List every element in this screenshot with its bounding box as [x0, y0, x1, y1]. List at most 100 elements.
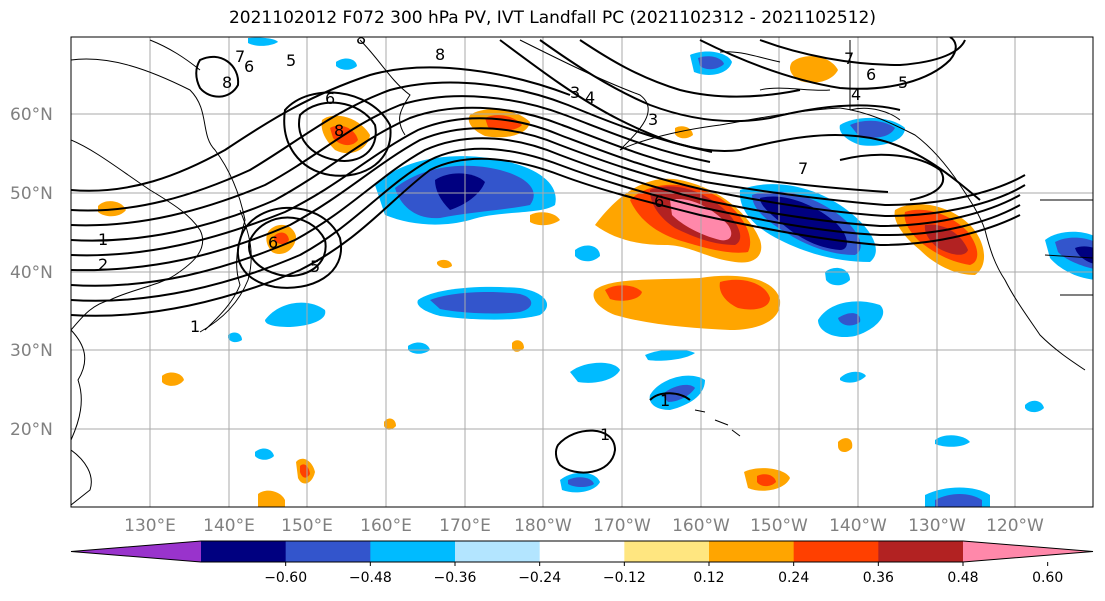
contour-label: 6	[654, 192, 664, 211]
lon-label: 160°E	[360, 516, 412, 536]
contour-label: 3	[648, 110, 658, 129]
positive-anomaly-region	[757, 474, 776, 487]
contour-label: 5	[286, 51, 296, 70]
latitude-labels: 60°N 50°N 40°N 30°N 20°N	[10, 105, 53, 440]
contour-label: 4	[585, 88, 595, 107]
contour-label: 1	[660, 391, 670, 410]
negative-anomaly-region	[760, 196, 847, 250]
colorbar-segment	[201, 541, 287, 562]
negative-anomaly-region	[935, 435, 970, 447]
contour-label: 5	[310, 257, 320, 276]
contour-labels: 8 5 6 8 6 8 7 6 5 4 7 1 2 1 5 6 3 4 3 8 …	[98, 29, 908, 444]
colorbar-tick-label: 0.24	[778, 570, 809, 586]
colorbar-tick-label: −0.60	[264, 570, 307, 586]
contour-label: 1	[98, 230, 108, 249]
positive-anomaly-region	[790, 56, 838, 83]
lon-label: 130°E	[124, 516, 176, 536]
graticule	[71, 37, 1093, 507]
colorbar-segment	[455, 541, 541, 562]
map-title: 2021102012 F072 300 hPa PV, IVT Landfall…	[228, 8, 876, 28]
contour-label: 7	[235, 47, 245, 66]
contour-label: 6	[866, 65, 876, 84]
positive-anomaly-region	[258, 490, 285, 507]
colorbar: −0.60 −0.48 −0.36 −0.24 −0.12 0.12 0.24 0.36 0.4…	[70, 540, 1094, 586]
contour-label: 6	[325, 89, 335, 108]
colorbar-tick-label: −0.36	[434, 570, 477, 586]
negative-anomaly-region	[1075, 246, 1093, 264]
colorbar-segment	[370, 541, 456, 562]
contour-label: 5	[898, 73, 908, 92]
positive-anomaly-region	[437, 259, 452, 269]
lat-label-20n: 20°N	[10, 420, 53, 440]
lat-label-50n: 50°N	[10, 184, 53, 204]
colorbar-tick-label: 0.60	[1032, 570, 1063, 586]
negative-anomaly-region	[568, 477, 594, 487]
negative-anomaly-region	[698, 56, 724, 70]
longitude-labels: 130°E 140°E 150°E 160°E 170°E 180°W 170°…	[124, 516, 1044, 536]
positive-anomaly-region	[675, 126, 693, 139]
negative-anomaly-region	[645, 349, 695, 361]
contour-label: 1	[600, 425, 610, 444]
lon-label: 150°E	[281, 516, 333, 536]
positive-anomaly-region	[274, 232, 289, 245]
colorbar-segment	[793, 541, 879, 562]
lon-label: 150°W	[750, 516, 808, 536]
negative-anomaly-region	[408, 342, 430, 354]
lat-label-60n: 60°N	[10, 105, 53, 125]
negative-anomaly-region	[435, 173, 485, 210]
positive-anomaly-region	[384, 418, 396, 430]
positive-anomaly-region	[530, 212, 560, 226]
pv-contours	[71, 37, 1026, 474]
negative-anomaly-region	[255, 448, 274, 460]
positive-anomaly-region	[838, 438, 853, 453]
lat-label-40n: 40°N	[10, 263, 53, 283]
coastlines	[71, 39, 1093, 506]
negative-anomaly-region	[336, 58, 357, 70]
negative-anomaly-region	[1025, 400, 1044, 413]
lon-label: 180°W	[514, 516, 572, 536]
colorbar-segment	[624, 541, 710, 562]
contour-label: 8	[334, 121, 344, 140]
colorbar-segment	[709, 541, 795, 562]
contour-label: 7	[844, 49, 854, 68]
colorbar-extend-high	[963, 541, 1093, 562]
lat-label-30n: 30°N	[10, 341, 53, 361]
positive-anomaly-region	[605, 285, 642, 301]
positive-anomaly-region	[162, 372, 184, 386]
lon-label: 140°W	[829, 516, 887, 536]
lon-label: 170°W	[593, 516, 651, 536]
negative-anomaly-region	[850, 120, 895, 138]
map-frame	[70, 36, 1094, 508]
contour-label: 8	[222, 73, 232, 92]
lon-label: 120°W	[986, 516, 1044, 536]
colorbar-tick-label: 0.36	[863, 570, 894, 586]
colorbar-tick-label: −0.48	[349, 570, 392, 586]
negative-anomaly-region	[840, 371, 866, 383]
negative-anomaly-region	[228, 332, 242, 343]
positive-anomaly-region	[719, 279, 770, 310]
negative-anomaly-region	[838, 313, 861, 326]
contour-label: 7	[798, 159, 808, 178]
contour-label: 8	[435, 45, 445, 64]
lon-label: 140°E	[203, 516, 255, 536]
colorbar-segment	[539, 541, 625, 562]
negative-anomaly-region	[570, 362, 620, 383]
contour-label: 1	[190, 317, 200, 336]
colorbar-segment	[878, 541, 964, 562]
lon-label: 130°W	[908, 516, 966, 536]
colorbar-tick-label: 0.12	[693, 570, 724, 586]
colorbar-outline	[70, 540, 1094, 563]
negative-anomaly-region	[265, 302, 326, 327]
contour-label: 8	[356, 29, 366, 48]
negative-anomaly-region	[248, 37, 278, 46]
colorbar-tick-label: −0.12	[603, 570, 646, 586]
contour-label: 2	[98, 255, 108, 274]
lon-label: 170°E	[439, 516, 491, 536]
lon-label: 160°W	[672, 516, 730, 536]
positive-anomaly-region	[512, 340, 524, 352]
contour-label: 3	[570, 83, 580, 102]
colorbar-tick-label: −0.24	[518, 570, 561, 586]
negative-anomaly-region	[1055, 237, 1093, 269]
negative-anomaly-region	[575, 245, 600, 262]
